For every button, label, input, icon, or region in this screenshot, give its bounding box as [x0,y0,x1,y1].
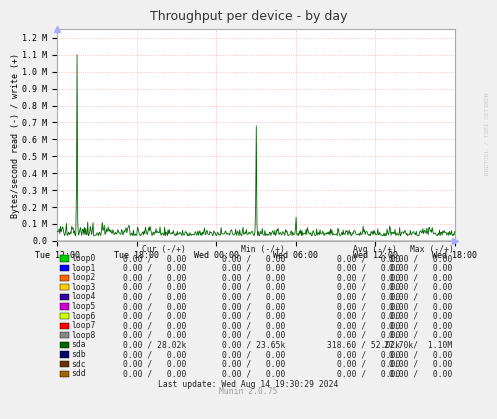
Text: 0.00 /   0.00: 0.00 / 0.00 [222,302,286,311]
Text: 0.00 /   0.00: 0.00 / 0.00 [336,360,400,369]
Text: 0.00 /   0.00: 0.00 / 0.00 [123,302,186,311]
Text: 0.00 /   0.00: 0.00 / 0.00 [222,254,286,263]
Text: 0.00 /   0.00: 0.00 / 0.00 [222,350,286,359]
Text: Min (-/+): Min (-/+) [242,246,285,254]
Text: Max (-/+): Max (-/+) [411,246,454,254]
Text: loop8: loop8 [71,331,95,340]
Text: Throughput per device - by day: Throughput per device - by day [150,10,347,23]
Text: 0.00 /   0.00: 0.00 / 0.00 [123,254,186,263]
Text: loop2: loop2 [71,273,95,282]
Text: loop4: loop4 [71,292,95,301]
Text: 0.00 /   0.00: 0.00 / 0.00 [222,360,286,369]
Text: 0.00 /   0.00: 0.00 / 0.00 [123,369,186,378]
Text: 0.00 /   0.00: 0.00 / 0.00 [389,273,452,282]
Text: 0.00 /   0.00: 0.00 / 0.00 [389,331,452,340]
Text: 0.00 /   0.00: 0.00 / 0.00 [389,283,452,292]
Text: 0.00 /   0.00: 0.00 / 0.00 [123,264,186,273]
Text: 27.70k/  1.10M: 27.70k/ 1.10M [384,340,452,349]
Text: 0.00 /   0.00: 0.00 / 0.00 [123,321,186,330]
Text: sdc: sdc [71,360,85,369]
Text: 0.00 /   0.00: 0.00 / 0.00 [222,264,286,273]
Text: 0.00 /   0.00: 0.00 / 0.00 [222,369,286,378]
Text: 0.00 /   0.00: 0.00 / 0.00 [389,369,452,378]
Text: 0.00 /   0.00: 0.00 / 0.00 [389,254,452,263]
Text: 0.00 /   0.00: 0.00 / 0.00 [336,331,400,340]
Text: sdb: sdb [71,350,85,359]
Text: 0.00 /   0.00: 0.00 / 0.00 [222,331,286,340]
Text: 0.00 / 23.65k: 0.00 / 23.65k [222,340,286,349]
Y-axis label: Bytes/second read (-) / write (+): Bytes/second read (-) / write (+) [10,53,20,217]
Text: 0.00 /   0.00: 0.00 / 0.00 [336,254,400,263]
Text: 0.00 /   0.00: 0.00 / 0.00 [123,273,186,282]
Text: 0.00 /   0.00: 0.00 / 0.00 [336,283,400,292]
Text: Last update: Wed Aug 14 19:30:29 2024: Last update: Wed Aug 14 19:30:29 2024 [159,380,338,389]
Text: 0.00 /   0.00: 0.00 / 0.00 [123,331,186,340]
Text: 0.00 /   0.00: 0.00 / 0.00 [336,369,400,378]
Text: Cur (-/+): Cur (-/+) [142,246,186,254]
Text: 0.00 /   0.00: 0.00 / 0.00 [336,264,400,273]
Text: sdd: sdd [71,369,85,378]
Text: 0.00 /   0.00: 0.00 / 0.00 [222,292,286,301]
Text: 0.00 /   0.00: 0.00 / 0.00 [336,350,400,359]
Text: 0.00 /   0.00: 0.00 / 0.00 [336,321,400,330]
Text: 0.00 /   0.00: 0.00 / 0.00 [389,292,452,301]
Text: 0.00 /   0.00: 0.00 / 0.00 [123,292,186,301]
Text: 0.00 /   0.00: 0.00 / 0.00 [336,302,400,311]
Text: loop3: loop3 [71,283,95,292]
Text: 0.00 /   0.00: 0.00 / 0.00 [123,283,186,292]
Text: 0.00 /   0.00: 0.00 / 0.00 [389,321,452,330]
Text: 318.60 / 52.02k: 318.60 / 52.02k [327,340,400,349]
Text: 0.00 /   0.00: 0.00 / 0.00 [222,312,286,321]
Text: 0.00 / 28.02k: 0.00 / 28.02k [123,340,186,349]
Text: 0.00 /   0.00: 0.00 / 0.00 [336,312,400,321]
Text: loop7: loop7 [71,321,95,330]
Text: 0.00 /   0.00: 0.00 / 0.00 [389,350,452,359]
Text: loop6: loop6 [71,312,95,321]
Text: 0.00 /   0.00: 0.00 / 0.00 [336,273,400,282]
Text: 0.00 /   0.00: 0.00 / 0.00 [389,312,452,321]
Text: sda: sda [71,340,85,349]
Text: loop5: loop5 [71,302,95,311]
Text: 0.00 /   0.00: 0.00 / 0.00 [222,273,286,282]
Text: 0.00 /   0.00: 0.00 / 0.00 [389,360,452,369]
Text: 0.00 /   0.00: 0.00 / 0.00 [222,283,286,292]
Text: Munin 2.0.75: Munin 2.0.75 [219,388,278,396]
Text: RRDTOOL / TOBI OETIKER: RRDTOOL / TOBI OETIKER [485,93,490,175]
Text: 0.00 /   0.00: 0.00 / 0.00 [389,302,452,311]
Text: 0.00 /   0.00: 0.00 / 0.00 [123,360,186,369]
Text: 0.00 /   0.00: 0.00 / 0.00 [222,321,286,330]
Text: 0.00 /   0.00: 0.00 / 0.00 [123,350,186,359]
Text: 0.00 /   0.00: 0.00 / 0.00 [336,292,400,301]
Text: 0.00 /   0.00: 0.00 / 0.00 [389,264,452,273]
Text: loop0: loop0 [71,254,95,263]
Text: 0.00 /   0.00: 0.00 / 0.00 [123,312,186,321]
Text: Avg (-/+): Avg (-/+) [353,246,397,254]
Text: loop1: loop1 [71,264,95,273]
